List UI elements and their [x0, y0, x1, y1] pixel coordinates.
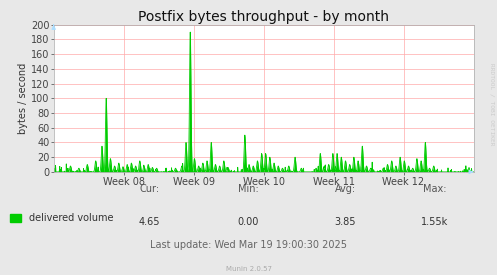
- Text: 4.65: 4.65: [138, 217, 160, 227]
- Legend: delivered volume: delivered volume: [10, 213, 114, 223]
- Text: 3.85: 3.85: [334, 217, 356, 227]
- Text: 1.55k: 1.55k: [421, 217, 448, 227]
- Text: Cur:: Cur:: [139, 184, 159, 194]
- Title: Postfix bytes throughput - by month: Postfix bytes throughput - by month: [138, 10, 389, 24]
- Text: 0.00: 0.00: [238, 217, 259, 227]
- Text: RRDTOOL / TOBI OETIKER: RRDTOOL / TOBI OETIKER: [490, 63, 495, 146]
- Text: Munin 2.0.57: Munin 2.0.57: [226, 266, 271, 272]
- Y-axis label: bytes / second: bytes / second: [18, 63, 28, 134]
- Text: Last update: Wed Mar 19 19:00:30 2025: Last update: Wed Mar 19 19:00:30 2025: [150, 240, 347, 250]
- Text: Min:: Min:: [238, 184, 259, 194]
- Text: Avg:: Avg:: [335, 184, 356, 194]
- Text: Max:: Max:: [423, 184, 447, 194]
